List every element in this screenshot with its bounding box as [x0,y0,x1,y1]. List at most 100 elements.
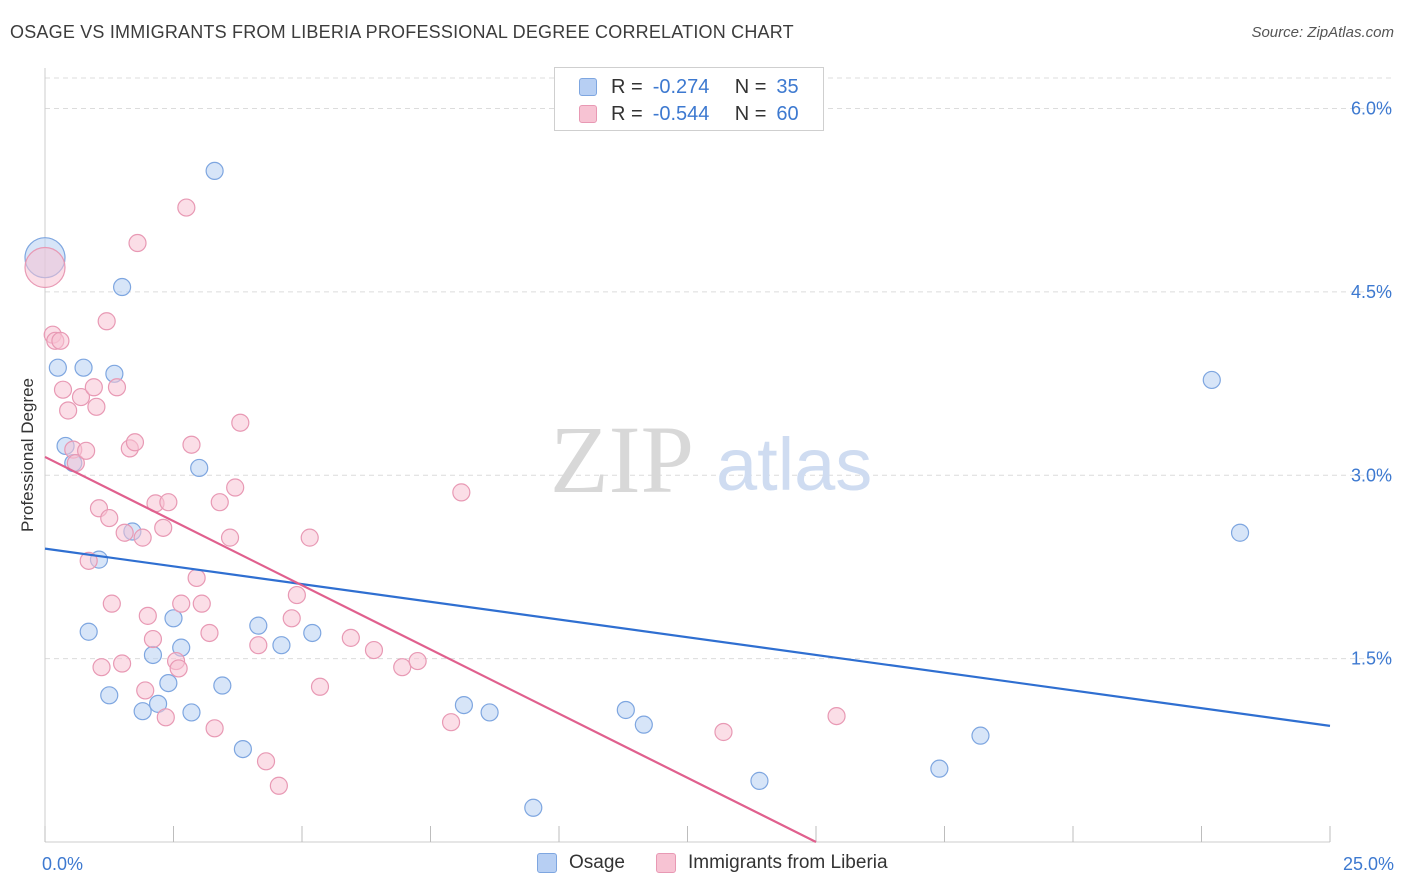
legend-label-liberia: Immigrants from Liberia [688,852,888,873]
legend-r-label: R = [611,102,643,125]
osage-point [480,703,499,722]
osage-point [190,458,209,478]
osage-point [205,161,224,181]
x-tick-label-min: 0.0% [42,854,83,874]
liberia-point [256,752,276,771]
liberia-point [125,433,145,452]
legend-n-value: 60 [776,102,799,125]
liberia-point [77,441,96,460]
liberia-point [441,713,461,732]
liberia-point [112,654,132,673]
legend-swatch-liberia [656,853,676,873]
liberia-point [210,493,229,512]
osage-point [143,645,163,665]
liberia-point [187,568,206,588]
osage-point [971,726,990,745]
chart-title: OSAGE VS IMMIGRANTS FROM LIBERIA PROFESS… [10,22,794,42]
liberia-point [92,658,111,677]
liberia-point [136,681,155,700]
osage-point [272,636,291,655]
liberia-point [100,508,119,528]
liberia-point [159,493,178,512]
liberia-point [714,722,733,742]
osage-point [634,715,653,734]
liberia-point [249,636,268,655]
osage-point [148,694,168,713]
y-tick-label: 3.0% [1351,465,1392,485]
liberia-point [226,478,245,497]
osage-point [100,686,119,705]
osage-point [1230,523,1250,542]
osage-point [159,673,178,693]
osage-point [616,700,635,720]
osage-point [454,695,474,715]
points-layer [24,161,1250,817]
legend-r-value: -0.274 [652,75,710,98]
liberia-point [115,523,134,542]
liberia-point [24,246,66,289]
liberia-point [269,776,288,795]
osage-point [74,358,93,377]
liberia-point [143,629,163,649]
x-tick-label-max: 25.0% [1343,854,1394,874]
y-tick-label: 6.0% [1351,99,1392,119]
osage-point [213,676,232,695]
liberia-point [287,585,306,605]
liberia-point [59,401,78,420]
legend-swatch-osage [579,78,597,96]
legend-row-liberia: R = -0.544 N = 60 [579,101,799,127]
liberia-point [133,528,152,547]
liberia-point [300,528,319,547]
liberia-point [97,312,116,331]
liberia-point [169,659,188,678]
series-legend: Osage Immigrants from Liberia [0,852,1406,878]
liberia-point [827,706,846,726]
osage-point [79,622,98,641]
trend-layer [44,455,1331,843]
legend-n-label: N = [734,75,767,98]
osage-point [750,771,769,790]
liberia-point [452,483,471,502]
liberia-point [182,435,201,454]
watermark-zip: ZIP [550,406,694,513]
legend-swatch-liberia [579,105,597,123]
legend-r-value: -0.544 [652,102,710,125]
liberia-point [231,413,250,432]
osage-point [133,702,152,721]
liberia-point [156,708,175,727]
osage-point [524,798,543,817]
legend-r-label: R = [611,75,643,98]
liberia-point [107,378,127,397]
liberia-point [84,378,103,397]
legend-n-value: 35 [776,75,799,98]
source-label: Source: ZipAtlas.com [1251,24,1394,41]
osage-point [233,739,252,759]
y-axis-label: Professional Degree [18,377,37,533]
grid-layer [45,77,1392,660]
liberia-trendline [44,455,817,843]
correlation-legend: R = -0.274 N = 35 R = -0.544 N = 60 [554,67,824,131]
tick-label-layer: 1.5% 3.0% 4.5% 6.0% 0.0% 25.0% [42,99,1394,874]
osage-point [182,703,201,722]
y-tick-label: 4.5% [1351,282,1392,302]
liberia-point [53,380,73,399]
watermark-atlas: atlas [716,423,872,506]
osage-point [48,358,67,377]
liberia-point [393,658,412,677]
liberia-point [177,198,196,217]
liberia-point [128,233,147,253]
liberia-point [87,397,106,416]
osage-point [164,609,183,628]
liberia-point [51,331,70,350]
osage-point [303,623,322,643]
liberia-point [172,594,191,613]
legend-label-osage: Osage [569,852,625,873]
legend-item-liberia: Immigrants from Liberia [656,852,888,874]
liberia-point [138,606,157,625]
liberia-point [205,719,224,738]
liberia-point [282,609,301,628]
legend-row-osage: R = -0.274 N = 35 [579,74,799,100]
osage-point [930,759,949,778]
liberia-point [79,551,98,570]
